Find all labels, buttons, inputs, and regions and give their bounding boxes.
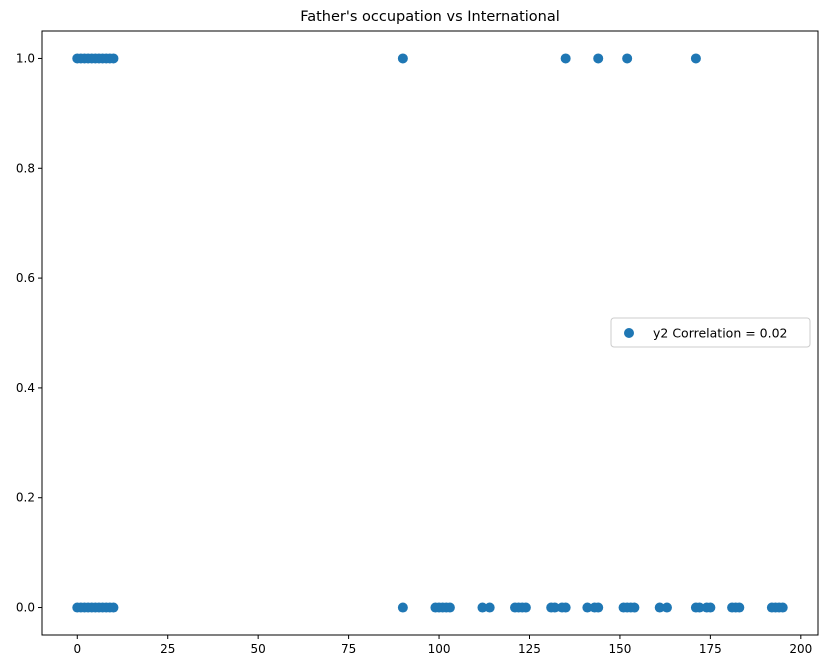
data-point bbox=[108, 602, 119, 613]
y-axis: 0.0 0.2 0.4 0.6 0.8 1.0 bbox=[16, 51, 42, 615]
x-tick-label: 25 bbox=[160, 642, 175, 656]
x-tick-label: 175 bbox=[699, 642, 722, 656]
data-point bbox=[397, 602, 408, 613]
data-point bbox=[560, 602, 571, 613]
y-tick-label: 0.0 bbox=[16, 601, 35, 615]
x-tick-label: 50 bbox=[251, 642, 266, 656]
data-point bbox=[593, 53, 604, 64]
data-point bbox=[549, 602, 560, 613]
x-tick-label: 125 bbox=[518, 642, 541, 656]
data-point bbox=[661, 602, 672, 613]
data-point bbox=[629, 602, 640, 613]
x-axis: 0 25 50 75 100 125 150 175 200 bbox=[73, 635, 812, 656]
x-tick-label: 75 bbox=[341, 642, 356, 656]
legend: y2 Correlation = 0.02 bbox=[610, 317, 811, 348]
data-point bbox=[560, 53, 571, 64]
y-tick-label: 0.2 bbox=[16, 491, 35, 505]
x-tick-label: 200 bbox=[789, 642, 812, 656]
legend-box bbox=[610, 317, 811, 348]
y-tick-label: 0.4 bbox=[16, 381, 35, 395]
y-tick-label: 0.8 bbox=[16, 161, 35, 175]
data-point bbox=[694, 602, 705, 613]
y-tick-label: 1.0 bbox=[16, 51, 35, 65]
chart-title: Father's occupation vs International bbox=[300, 9, 560, 25]
y-tick-label: 0.6 bbox=[16, 271, 35, 285]
x-tick-label: 150 bbox=[608, 642, 631, 656]
data-point bbox=[593, 602, 604, 613]
data-point bbox=[582, 602, 593, 613]
data-point bbox=[705, 602, 716, 613]
legend-marker bbox=[624, 328, 634, 338]
data-point bbox=[622, 53, 633, 64]
data-point bbox=[520, 602, 531, 613]
data-point bbox=[477, 602, 488, 613]
data-point bbox=[484, 602, 495, 613]
legend-label: y2 Correlation = 0.02 bbox=[653, 326, 788, 341]
data-point bbox=[108, 53, 119, 64]
data-point bbox=[734, 602, 745, 613]
plot-frame bbox=[41, 30, 819, 636]
x-tick-label: 0 bbox=[73, 642, 81, 656]
data-points bbox=[72, 53, 788, 613]
data-point bbox=[654, 602, 665, 613]
x-tick-label: 100 bbox=[428, 642, 451, 656]
data-point bbox=[397, 53, 408, 64]
data-point bbox=[444, 602, 455, 613]
data-point bbox=[777, 602, 788, 613]
data-point bbox=[690, 53, 701, 64]
